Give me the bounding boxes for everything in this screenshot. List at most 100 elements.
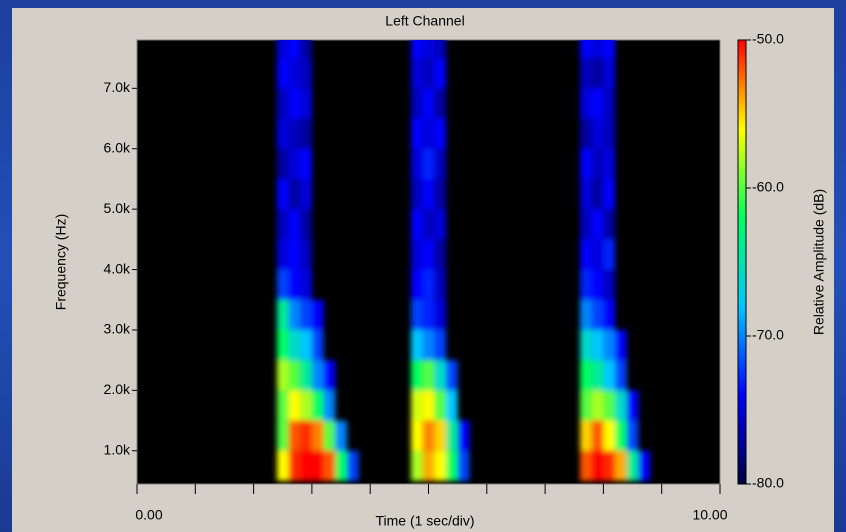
cell xyxy=(300,360,312,391)
cell xyxy=(300,329,312,361)
cell xyxy=(434,299,446,330)
y-tick-label: 2.0k xyxy=(104,381,131,397)
cell xyxy=(434,58,446,89)
cell xyxy=(603,329,616,361)
cell xyxy=(603,40,616,59)
cell xyxy=(638,450,651,481)
cell xyxy=(603,148,616,179)
cell xyxy=(591,450,604,481)
cell xyxy=(300,40,312,59)
cell xyxy=(591,118,604,149)
cell xyxy=(591,299,604,330)
cell xyxy=(591,239,604,270)
cell xyxy=(323,360,336,391)
cell xyxy=(335,450,347,481)
cell xyxy=(411,148,423,179)
cell xyxy=(580,299,592,330)
cell xyxy=(580,58,592,89)
cell xyxy=(422,178,435,210)
cell xyxy=(580,269,592,300)
cell xyxy=(591,40,604,59)
cell xyxy=(288,420,301,451)
cell xyxy=(434,40,446,59)
cell xyxy=(422,269,435,300)
cell xyxy=(288,269,301,300)
cell xyxy=(457,450,470,481)
cell xyxy=(300,118,312,149)
colorbar-tick-label: -50.0 xyxy=(752,31,784,47)
cell xyxy=(434,450,446,481)
cell xyxy=(580,329,592,361)
cell xyxy=(591,360,604,391)
cell xyxy=(603,299,616,330)
cell xyxy=(300,239,312,270)
cell xyxy=(434,420,446,451)
cell xyxy=(445,420,458,451)
cell xyxy=(591,269,604,300)
cell xyxy=(615,360,627,391)
cell xyxy=(603,88,616,119)
x-tick-label: 10.00 xyxy=(692,507,727,523)
cell xyxy=(434,118,446,149)
cell xyxy=(411,178,423,210)
cell xyxy=(411,420,423,451)
y-tick-label: 3.0k xyxy=(104,321,131,337)
cell xyxy=(288,450,301,481)
cell xyxy=(422,58,435,89)
cell xyxy=(626,390,639,421)
cell xyxy=(288,329,301,361)
cell xyxy=(580,88,592,119)
cell xyxy=(323,390,336,421)
y-tick-label: 6.0k xyxy=(104,139,131,155)
cell xyxy=(580,178,592,210)
cell xyxy=(288,40,301,59)
cell xyxy=(411,390,423,421)
cell xyxy=(603,58,616,89)
cell xyxy=(288,299,301,330)
cell xyxy=(580,420,592,451)
cell xyxy=(580,390,592,421)
y-tick-label: 7.0k xyxy=(104,79,131,95)
cell xyxy=(615,329,627,361)
cell xyxy=(591,58,604,89)
cell xyxy=(591,178,604,210)
cell xyxy=(411,269,423,300)
colorbar-tick-label: -70.0 xyxy=(752,327,784,343)
cell xyxy=(311,360,324,391)
cell xyxy=(311,390,324,421)
cell xyxy=(434,209,446,240)
cell xyxy=(346,450,359,481)
cell xyxy=(288,178,301,210)
cell xyxy=(300,390,312,421)
cell xyxy=(411,118,423,149)
cell xyxy=(276,360,289,391)
cell xyxy=(288,390,301,421)
cell xyxy=(422,148,435,179)
cell xyxy=(276,450,289,481)
cell xyxy=(434,390,446,421)
cell xyxy=(300,450,312,481)
cell xyxy=(323,420,336,451)
cell xyxy=(288,148,301,179)
cell xyxy=(276,269,289,300)
cell xyxy=(411,299,423,330)
cell xyxy=(288,360,301,391)
cell xyxy=(300,88,312,119)
cell xyxy=(422,390,435,421)
cell xyxy=(626,450,639,481)
cell xyxy=(311,420,324,451)
colorbar-tick-label: -60.0 xyxy=(752,179,784,195)
cell xyxy=(591,420,604,451)
cell xyxy=(580,118,592,149)
cell xyxy=(288,58,301,89)
cell xyxy=(580,239,592,270)
cell xyxy=(422,360,435,391)
cell xyxy=(580,148,592,179)
cell xyxy=(434,239,446,270)
cell xyxy=(411,58,423,89)
cell xyxy=(411,329,423,361)
cell xyxy=(580,450,592,481)
cell xyxy=(300,299,312,330)
cell xyxy=(434,360,446,391)
y-tick-label: 5.0k xyxy=(104,200,131,216)
